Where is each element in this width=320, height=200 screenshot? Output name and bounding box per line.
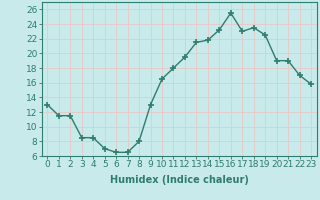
X-axis label: Humidex (Indice chaleur): Humidex (Indice chaleur) [110,175,249,185]
